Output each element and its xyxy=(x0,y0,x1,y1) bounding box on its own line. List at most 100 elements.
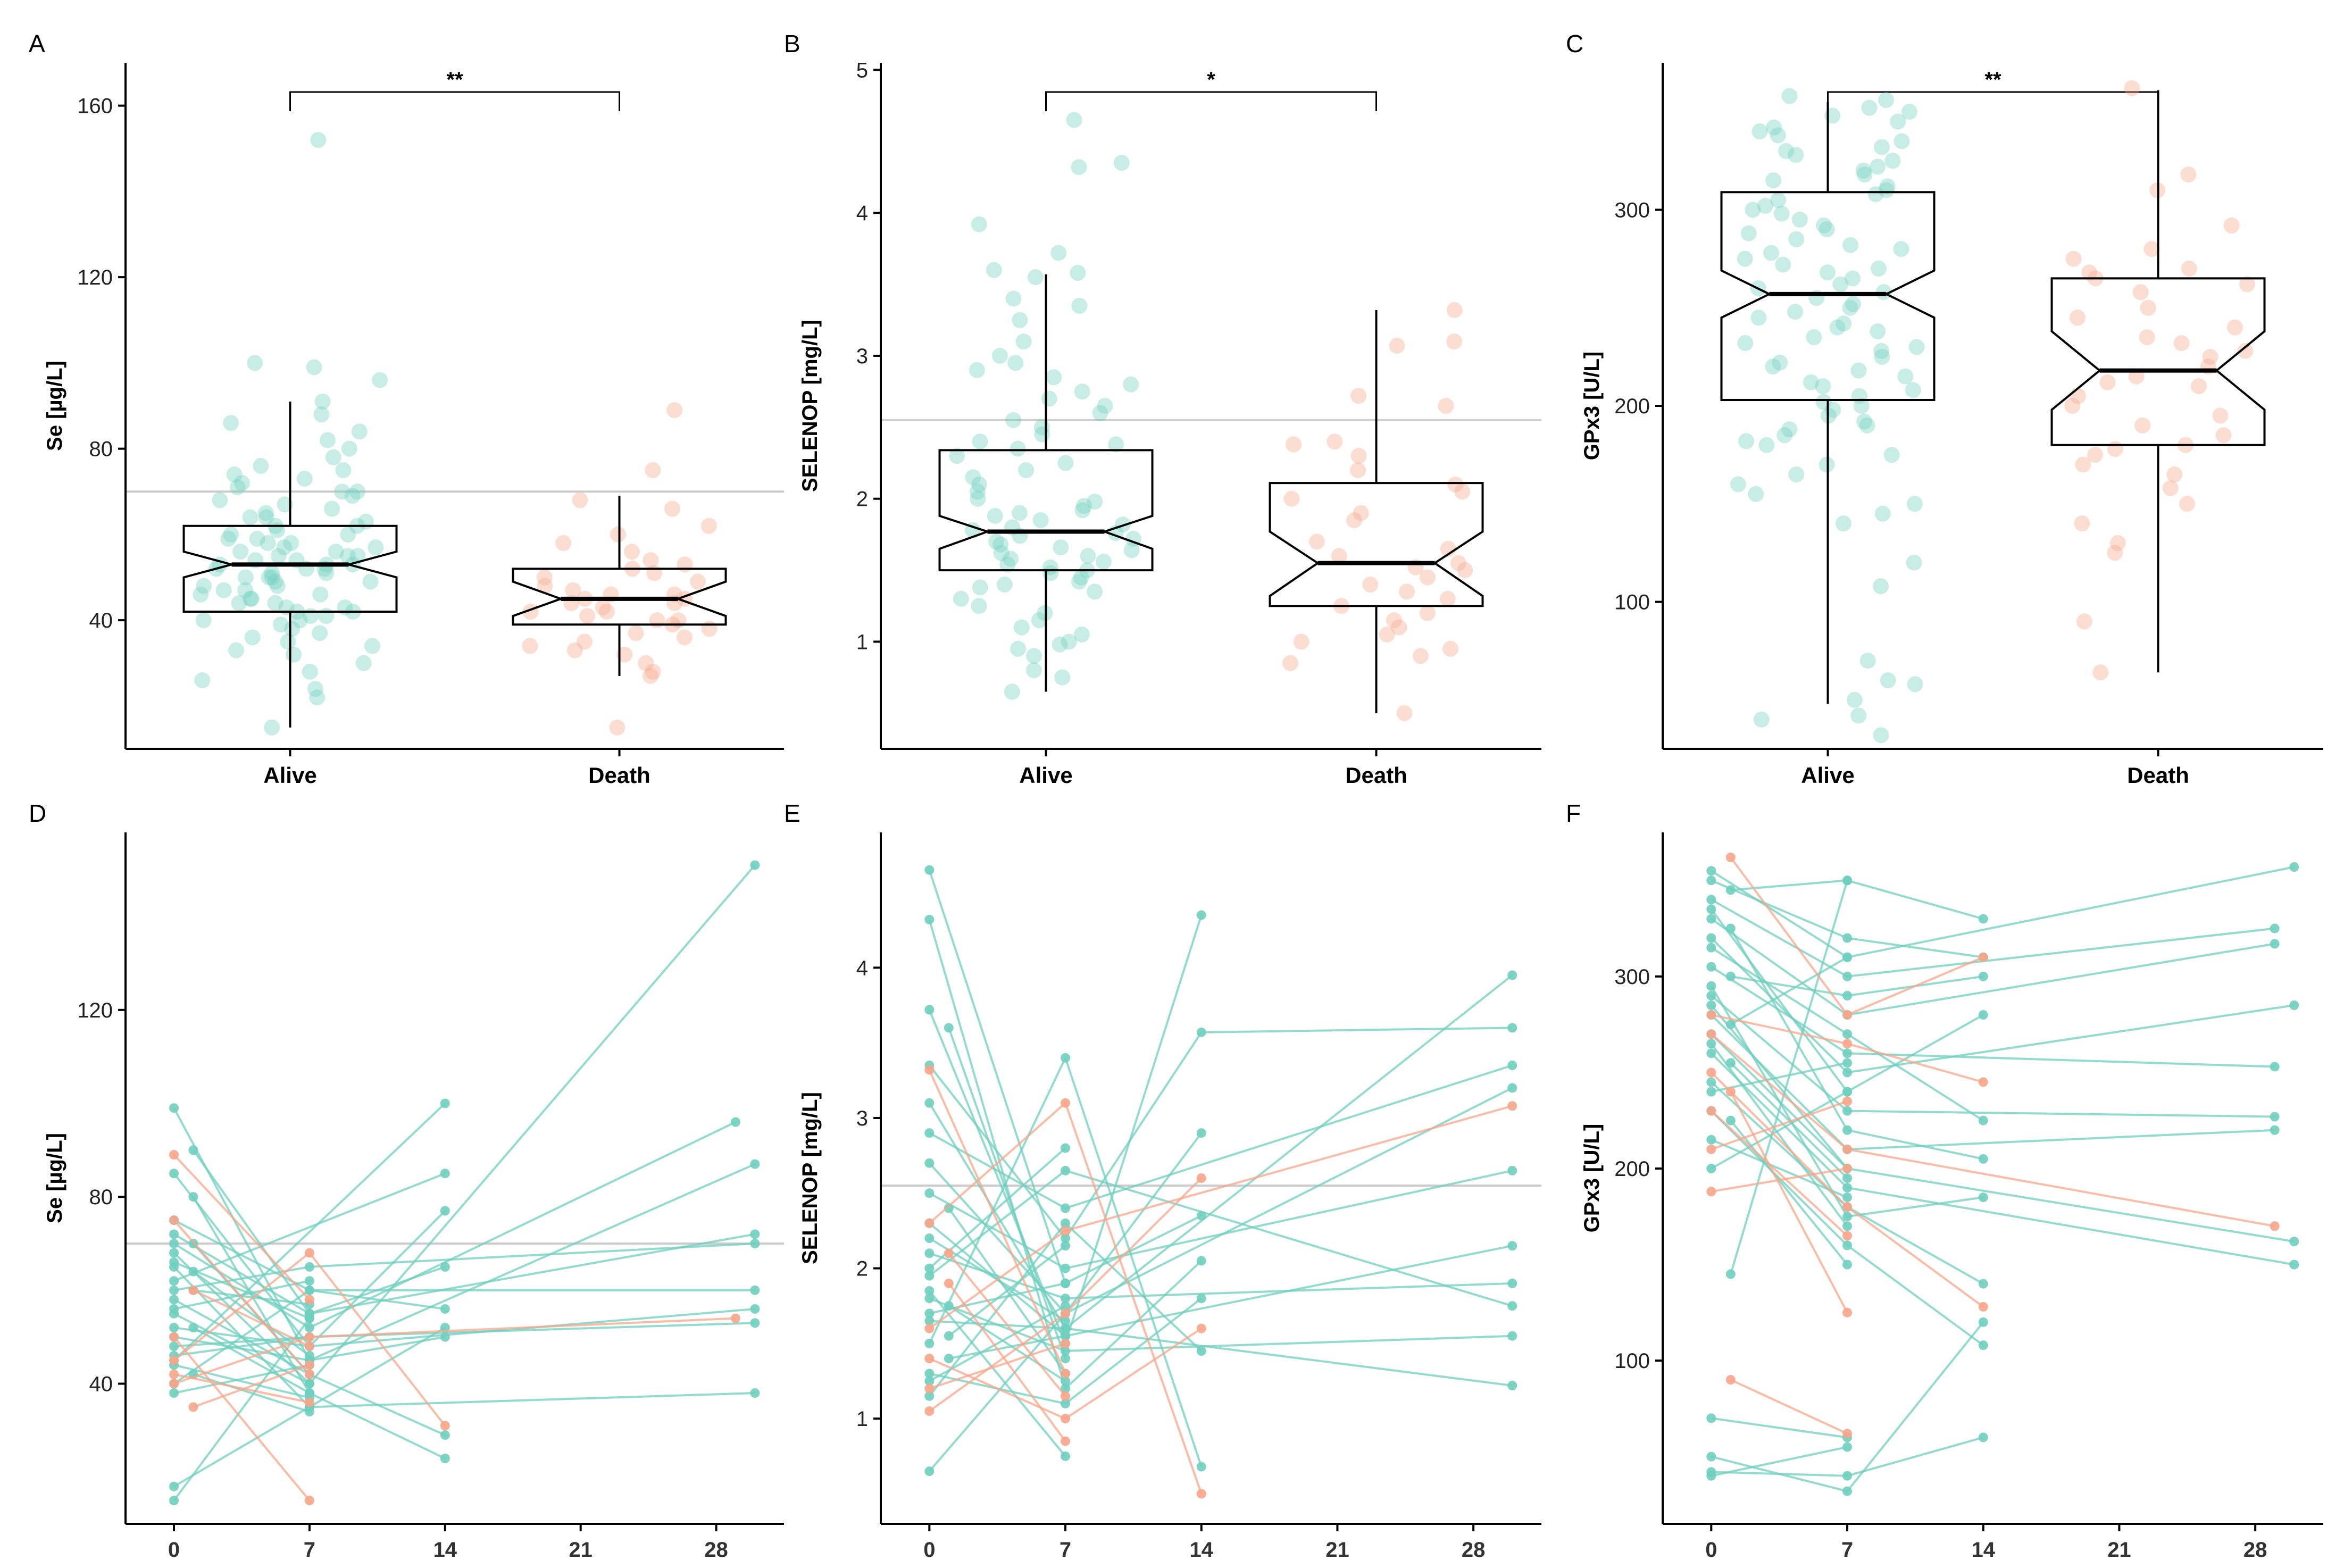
x-tick-label: 14 xyxy=(433,1538,457,1562)
series-point xyxy=(1507,1331,1517,1341)
data-point xyxy=(1386,612,1402,629)
data-point xyxy=(269,522,286,538)
series-point xyxy=(1706,943,1716,953)
series-point xyxy=(304,1248,314,1258)
data-point xyxy=(2162,480,2179,496)
data-point xyxy=(988,533,1005,550)
data-point xyxy=(1842,237,1859,253)
x-tick-label: 21 xyxy=(2107,1538,2131,1562)
data-point xyxy=(1908,339,1925,355)
series-point xyxy=(1061,1263,1071,1273)
series-line-alive xyxy=(193,1271,311,1357)
series-point xyxy=(2289,1260,2299,1270)
data-point xyxy=(1878,182,1895,198)
data-point xyxy=(2139,329,2155,345)
data-point xyxy=(1391,619,1407,636)
data-point xyxy=(328,544,344,560)
data-point xyxy=(2132,284,2149,301)
series-point xyxy=(924,1338,935,1348)
data-point xyxy=(1012,312,1028,328)
data-point xyxy=(1346,512,1363,528)
data-point xyxy=(572,492,588,508)
series-point xyxy=(169,1341,179,1352)
data-point xyxy=(1879,178,1896,195)
y-tick-label: 80 xyxy=(89,1186,113,1209)
x-category-label: Death xyxy=(2127,763,2189,788)
data-point xyxy=(1331,548,1347,564)
data-point xyxy=(1855,162,1872,179)
data-point xyxy=(228,642,245,658)
data-point xyxy=(334,483,351,500)
data-point xyxy=(1905,382,1921,398)
data-point xyxy=(1446,302,1463,318)
series-line-alive xyxy=(1711,1062,1848,1093)
series-point xyxy=(1061,1165,1071,1175)
y-tick-label: 3 xyxy=(856,1107,868,1130)
series-point xyxy=(1196,1256,1206,1266)
x-category-label: Alive xyxy=(1019,763,1072,788)
series-point xyxy=(169,1295,179,1305)
series-point xyxy=(1978,971,1988,981)
series-line-death xyxy=(193,1289,310,1348)
series-point xyxy=(169,1496,179,1506)
data-point xyxy=(2190,378,2207,395)
data-point xyxy=(349,483,365,500)
data-point xyxy=(2109,535,2126,551)
data-point xyxy=(1389,338,1405,354)
data-point xyxy=(1419,569,1436,586)
box-alive xyxy=(182,524,398,613)
series-line-alive xyxy=(1711,898,2275,978)
data-point xyxy=(312,586,329,603)
data-point xyxy=(1074,383,1090,400)
series-point xyxy=(1061,1218,1071,1228)
data-point xyxy=(1457,562,1473,579)
series-point xyxy=(304,1407,314,1417)
series-point xyxy=(1842,990,1853,1000)
data-point xyxy=(194,672,211,688)
series-point xyxy=(304,1360,314,1370)
series-point xyxy=(1842,1096,1853,1106)
data-point xyxy=(324,501,340,517)
data-point xyxy=(1883,447,1900,463)
panel-f: F GPx3 [U/L] 100 200 300 0 7 14 21 28 xyxy=(1566,799,2323,1562)
data-point xyxy=(1050,245,1067,261)
x-tick-label: 7 xyxy=(1060,1538,1071,1562)
x-tick-label: 28 xyxy=(704,1538,728,1562)
series-point xyxy=(1706,1077,1716,1087)
series-line-alive xyxy=(1730,956,1848,1025)
data-point xyxy=(1293,633,1310,650)
series-line-alive xyxy=(928,1027,1513,1240)
series-point xyxy=(1061,1301,1071,1311)
data-point xyxy=(969,362,985,378)
data-point xyxy=(258,509,274,526)
data-point xyxy=(276,539,293,556)
data-point xyxy=(1829,319,1846,336)
series-line-alive xyxy=(1711,1417,1848,1439)
data-point xyxy=(1327,433,1343,450)
series-point xyxy=(440,1206,450,1216)
series-point xyxy=(750,1238,760,1248)
data-point xyxy=(1113,155,1130,171)
series-line-alive xyxy=(173,1103,446,1362)
data-point xyxy=(643,552,659,569)
series-point xyxy=(169,1215,179,1225)
data-point xyxy=(223,526,239,543)
data-point xyxy=(2075,456,2091,473)
series-point xyxy=(1706,895,1716,905)
data-point xyxy=(970,490,986,507)
series-point xyxy=(1706,1413,1716,1423)
series-point xyxy=(440,1454,450,1464)
series-point xyxy=(2289,1000,2299,1010)
series-point xyxy=(1725,852,1736,862)
data-point xyxy=(364,638,380,654)
series-point xyxy=(169,1481,179,1491)
data-point xyxy=(244,629,261,646)
series-point xyxy=(1842,1260,1853,1270)
data-point xyxy=(2140,299,2156,316)
data-point xyxy=(1816,217,1832,233)
series-point xyxy=(440,1262,450,1272)
series-point xyxy=(1196,1128,1206,1138)
data-point xyxy=(351,423,368,440)
y-tick-label: 200 xyxy=(1614,395,1650,418)
series-point xyxy=(1725,1087,1736,1097)
